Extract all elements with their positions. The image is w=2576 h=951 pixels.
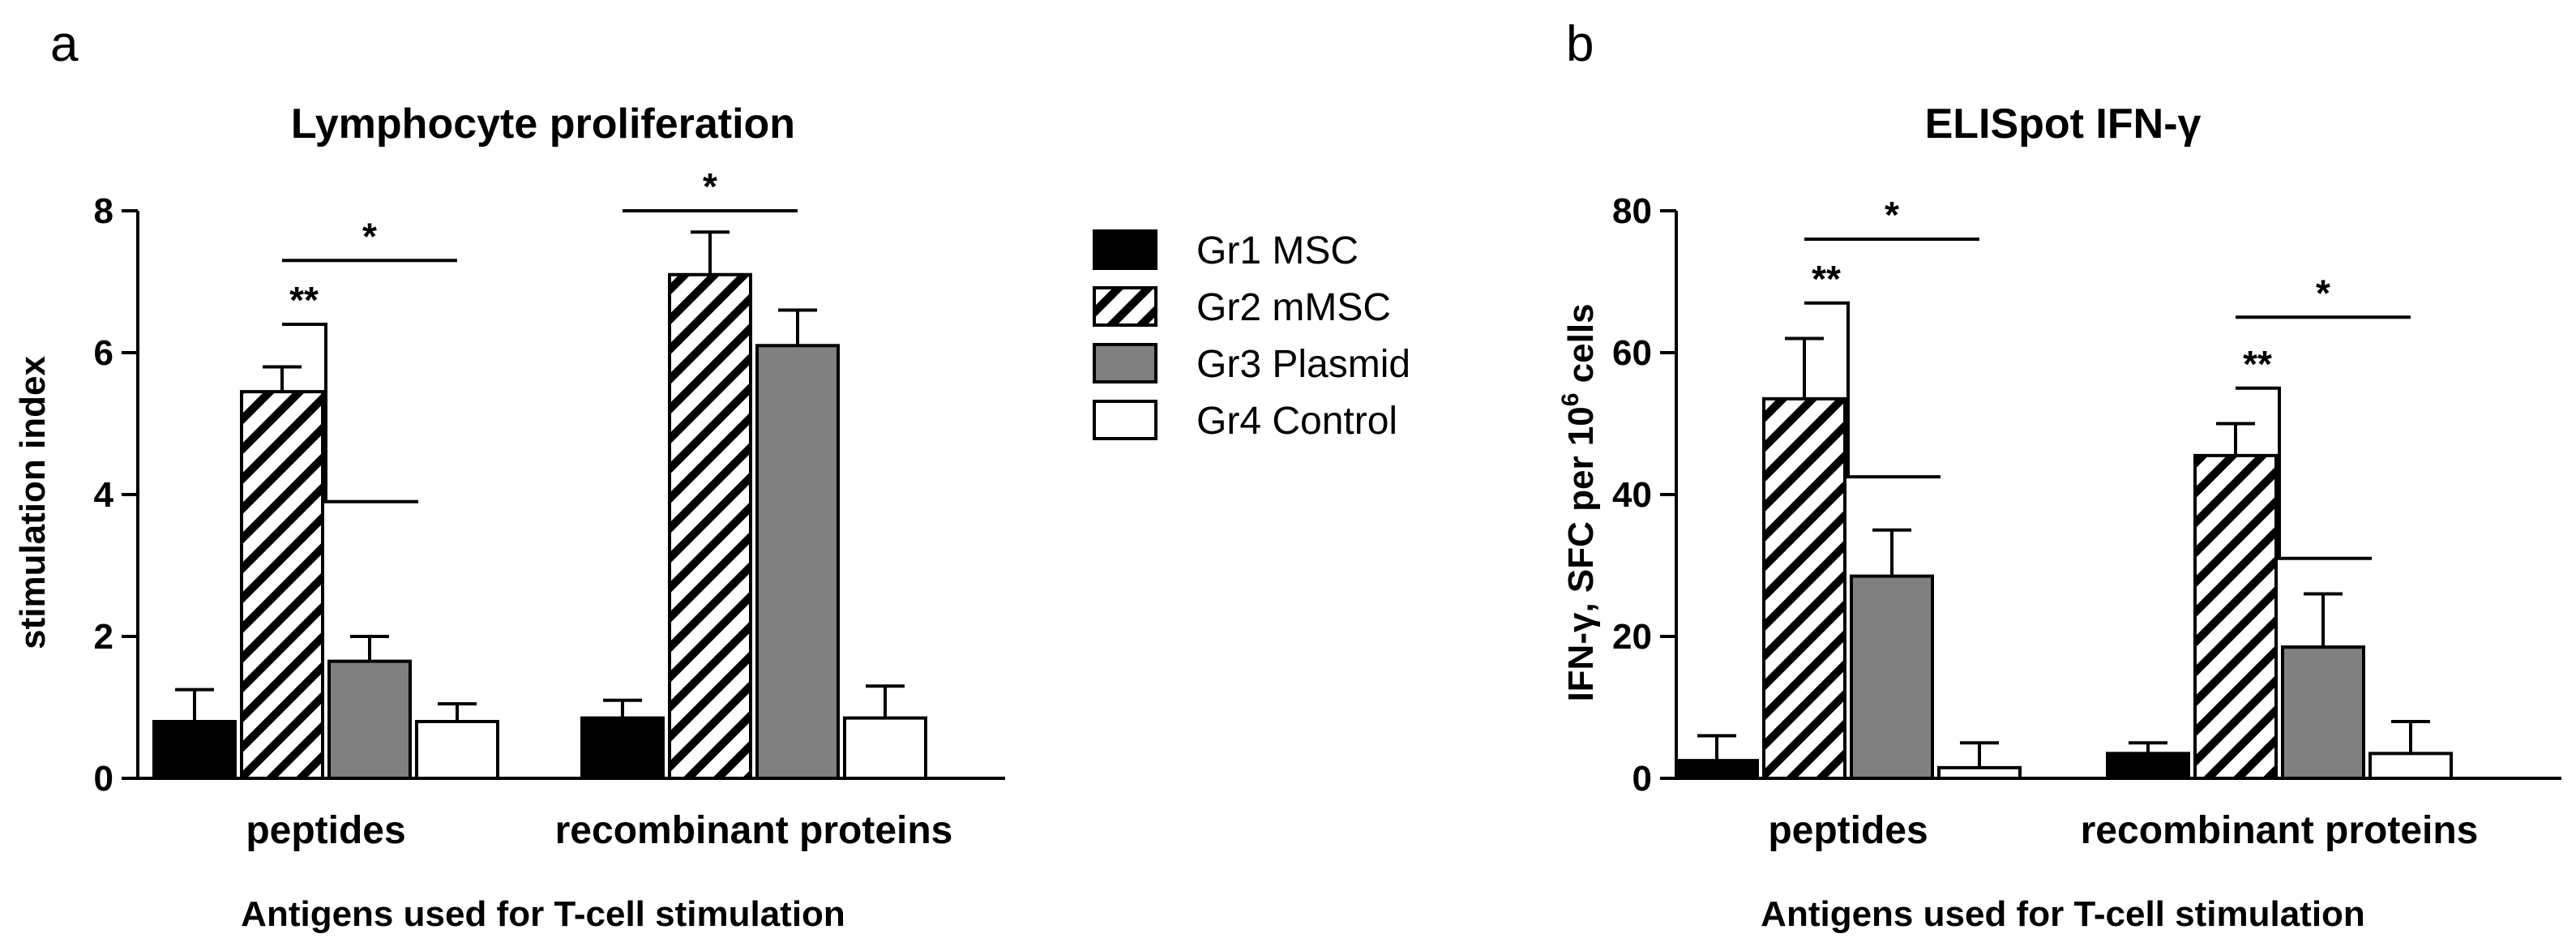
significance-bracket xyxy=(282,323,418,503)
bar xyxy=(2193,453,2278,780)
bar xyxy=(1937,765,2022,780)
significance-label: ** xyxy=(1812,258,1841,300)
y-tick-label: 0 xyxy=(1632,759,1652,799)
bar xyxy=(152,720,237,780)
panel-letter-a: a xyxy=(50,16,79,72)
x-category-label: recombinant proteins xyxy=(2081,809,2479,852)
significance-label: * xyxy=(703,165,717,208)
chart-b-xlabel: Antigens used for T-cell stimulation xyxy=(1761,894,2365,934)
bar xyxy=(580,716,665,780)
legend-label: Gr1 MSC xyxy=(1196,229,1359,272)
y-tick-label: 4 xyxy=(94,475,114,515)
bar xyxy=(1675,759,1759,780)
bar xyxy=(2106,752,2190,780)
chart-a-title: Lymphocyte proliferation xyxy=(291,101,795,148)
y-tick-label: 2 xyxy=(94,617,113,657)
bar xyxy=(843,716,927,780)
panel-letter-b: b xyxy=(1566,16,1594,72)
significance-bracket xyxy=(2236,386,2372,560)
legend-swatch xyxy=(1093,229,1157,270)
significance-label: * xyxy=(2316,272,2330,314)
chart-b-title: ELISpot IFN-γ xyxy=(1925,101,2202,148)
bar xyxy=(240,390,324,780)
significance-label: * xyxy=(362,215,377,257)
legend-swatch xyxy=(1093,400,1157,440)
bar xyxy=(1762,396,1846,780)
legend-label: Gr4 Control xyxy=(1196,400,1397,443)
x-category-label: peptides xyxy=(246,809,405,852)
y-tick-label: 60 xyxy=(1612,333,1652,373)
y-tick-label: 20 xyxy=(1612,617,1652,657)
bar xyxy=(1850,574,1934,780)
legend-swatch xyxy=(1093,343,1157,383)
bar xyxy=(415,720,499,780)
bar xyxy=(327,659,412,780)
legend-swatch xyxy=(1093,286,1157,327)
x-category-label: recombinant proteins xyxy=(555,809,953,852)
y-tick-label: 6 xyxy=(94,333,113,373)
significance-label: ** xyxy=(289,279,319,321)
chart-b-ylabel-sup: 6 xyxy=(1557,393,1584,407)
y-tick-label: 40 xyxy=(1612,475,1652,515)
significance-label: * xyxy=(1885,194,1899,236)
bar xyxy=(2281,645,2365,780)
legend-label: Gr3 Plasmid xyxy=(1196,343,1410,386)
y-tick-label: 0 xyxy=(94,759,113,799)
bar xyxy=(668,272,752,780)
chart-b-ylabel-main: IFN-γ, SFC per 10 xyxy=(1561,406,1601,701)
chart-a-ylabel: stimulation index xyxy=(13,356,53,649)
bar xyxy=(2368,752,2453,780)
bar xyxy=(755,344,840,780)
significance-bracket xyxy=(1804,301,1941,479)
legend-label: Gr2 mMSC xyxy=(1196,286,1391,329)
x-category-label: peptides xyxy=(1768,809,1928,852)
legend: Gr1 MSC Gr2 mMSC Gr3 Plasmid Gr4 Control xyxy=(1093,229,1410,443)
chart-a-xlabel: Antigens used for T-cell stimulation xyxy=(241,894,845,934)
y-tick-label: 80 xyxy=(1612,191,1652,231)
chart-b-title-text: ELISpot IFN-γ xyxy=(1925,101,2202,148)
chart-b-ylabel-end: cells xyxy=(1561,303,1601,392)
chart-b-ylabel: IFN-γ, SFC per 106 cells xyxy=(1557,303,1601,701)
y-tick-label: 8 xyxy=(94,191,113,231)
significance-label: ** xyxy=(2243,343,2272,385)
